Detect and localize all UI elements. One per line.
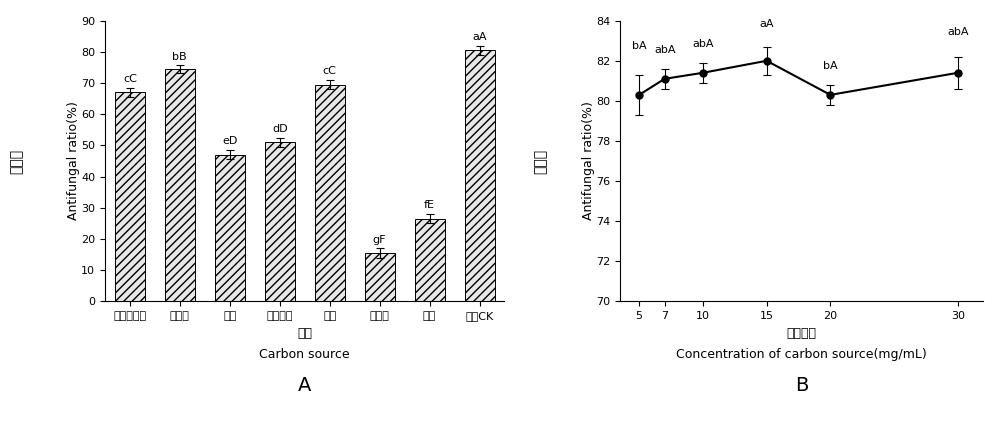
Bar <box>215 155 245 302</box>
Text: abA: abA <box>654 45 675 55</box>
Bar <box>165 69 195 302</box>
Y-axis label: Antifungal ratio(%): Antifungal ratio(%) <box>582 102 595 221</box>
Text: aA: aA <box>472 32 487 42</box>
Bar <box>465 50 495 302</box>
Text: 抑菌率: 抑菌率 <box>533 149 547 174</box>
Text: dD: dD <box>272 124 288 134</box>
Text: aA: aA <box>759 19 774 29</box>
Text: abA: abA <box>947 27 969 37</box>
Bar <box>265 142 295 302</box>
Text: eD: eD <box>222 136 237 147</box>
Text: bA: bA <box>632 41 646 51</box>
Text: fE: fE <box>424 200 435 210</box>
Text: 抑菌率: 抑菌率 <box>10 149 24 174</box>
Bar <box>315 85 345 302</box>
Y-axis label: Antifungal ratio(%): Antifungal ratio(%) <box>67 102 80 221</box>
Text: gF: gF <box>373 235 386 245</box>
Bar <box>365 253 395 302</box>
Text: cC: cC <box>323 66 337 76</box>
Text: A: A <box>298 376 311 395</box>
X-axis label: 碳源浓度
Concentration of carbon source(mg/mL): 碳源浓度 Concentration of carbon source(mg/m… <box>676 327 927 361</box>
Bar <box>415 219 445 302</box>
X-axis label: 碳源
Carbon source: 碳源 Carbon source <box>259 327 350 361</box>
Bar <box>115 92 145 302</box>
Text: abA: abA <box>692 39 714 49</box>
Text: cC: cC <box>123 74 137 84</box>
Text: B: B <box>795 376 808 395</box>
Text: bA: bA <box>823 61 838 71</box>
Text: bB: bB <box>172 52 187 61</box>
